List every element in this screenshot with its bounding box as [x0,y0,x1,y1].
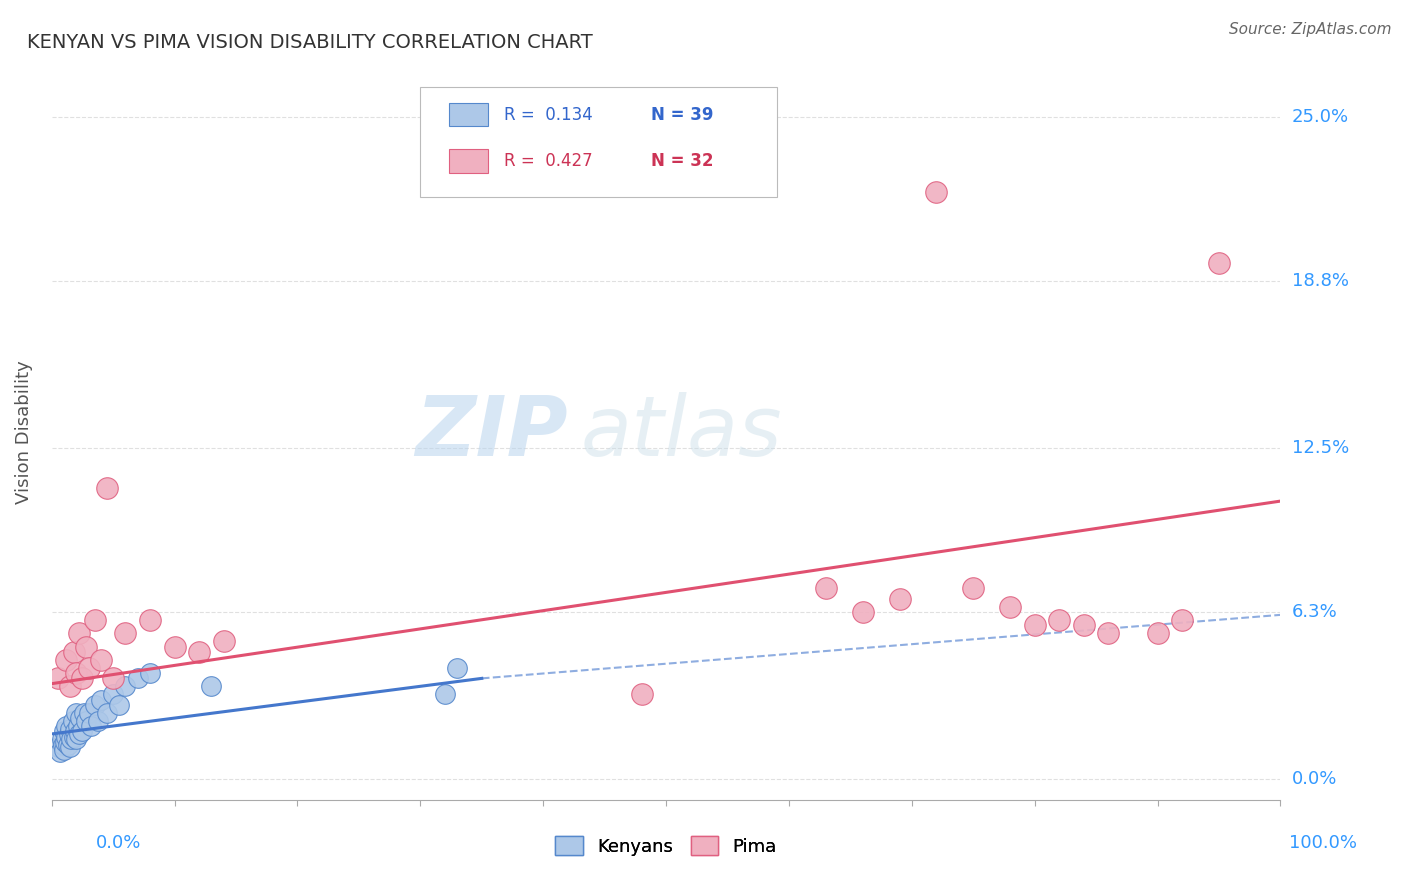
Point [1146,626,1168,640]
Text: N = 32: N = 32 [651,152,714,169]
Point [212,634,235,648]
Text: Source: ZipAtlas.com: Source: ZipAtlas.com [1229,22,1392,37]
Point [51,732,73,747]
Text: 12.5%: 12.5% [1292,439,1348,458]
Point [103,672,125,686]
Text: 100.0%: 100.0% [1289,834,1357,852]
Point [889,592,911,607]
Point [73,706,96,720]
Point [53,735,76,749]
Point [108,698,131,712]
Point [200,679,222,693]
Point [1024,618,1046,632]
Point [62,714,84,728]
Point [1097,626,1119,640]
Text: R =  0.427: R = 0.427 [503,152,592,169]
Point [49,746,72,760]
Point [630,687,652,701]
Point [90,692,112,706]
Point [139,613,162,627]
Point [114,679,136,693]
Point [87,714,110,728]
Point [69,711,91,725]
Point [63,730,86,744]
Point [90,653,112,667]
Text: N = 39: N = 39 [651,105,714,123]
Point [72,672,94,686]
FancyBboxPatch shape [420,87,776,197]
Point [814,582,837,596]
Text: 0.0%: 0.0% [96,834,141,852]
Point [53,724,76,739]
Point [962,582,984,596]
Text: atlas: atlas [581,392,782,473]
Point [1208,256,1230,270]
Text: KENYAN VS PIMA VISION DISABILITY CORRELATION CHART: KENYAN VS PIMA VISION DISABILITY CORRELA… [27,33,593,52]
Point [83,613,105,627]
Text: ZIP: ZIP [415,392,568,473]
Point [72,724,94,739]
Point [67,727,90,741]
Point [163,640,186,654]
Point [53,743,76,757]
Legend: Kenyans, Pima: Kenyans, Pima [547,827,786,864]
Text: R =  0.134: R = 0.134 [503,105,593,123]
Text: 18.8%: 18.8% [1292,272,1348,291]
Point [1047,613,1070,627]
Point [75,640,97,654]
Point [103,687,125,701]
Point [63,724,86,739]
Point [63,645,86,659]
Point [56,738,79,752]
FancyBboxPatch shape [449,149,488,173]
Point [67,626,90,640]
Point [925,185,948,199]
Point [52,738,75,752]
Point [55,719,77,733]
Point [55,730,77,744]
Point [46,740,69,755]
Text: 25.0%: 25.0% [1292,109,1348,127]
Point [59,740,82,755]
Point [65,732,87,747]
Text: 0.0%: 0.0% [1292,770,1337,788]
Point [433,687,456,701]
Point [446,661,468,675]
Point [59,722,82,736]
Point [65,666,87,681]
Point [114,626,136,640]
Point [59,679,82,693]
Point [998,599,1021,614]
Point [66,719,89,733]
Point [852,605,875,619]
Point [1171,613,1194,627]
Point [1073,618,1095,632]
Point [127,672,149,686]
Point [75,714,97,728]
Point [188,645,211,659]
Point [139,666,162,681]
Point [80,719,103,733]
Point [60,732,83,747]
Text: 6.3%: 6.3% [1292,603,1337,621]
Point [83,698,105,712]
Y-axis label: Vision Disability: Vision Disability [15,360,32,504]
Point [96,706,118,720]
Point [46,672,69,686]
Point [77,706,100,720]
FancyBboxPatch shape [449,103,488,127]
Point [96,481,118,495]
Point [55,653,77,667]
Point [58,727,80,741]
Point [65,706,87,720]
Point [77,661,100,675]
